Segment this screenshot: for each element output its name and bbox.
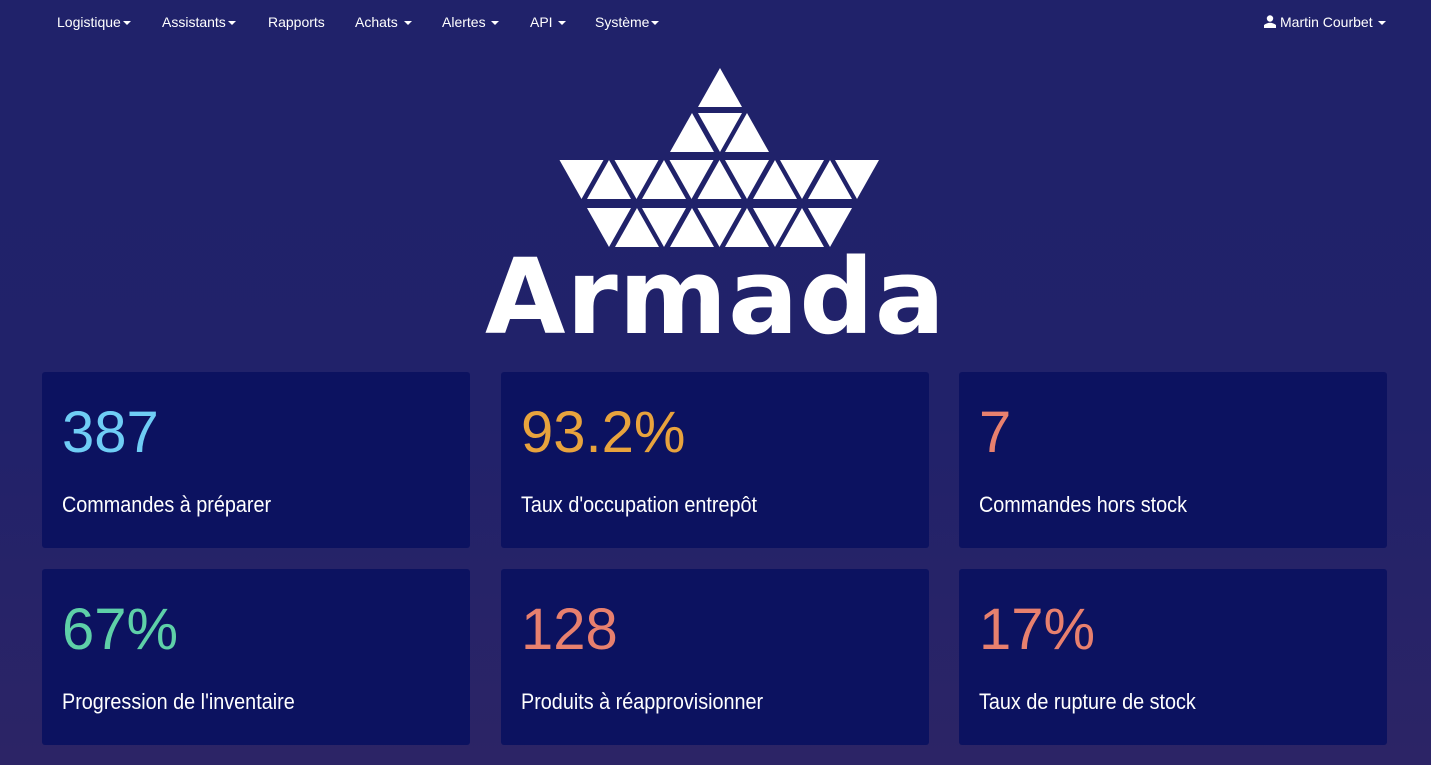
kpi-card-stockout-rate[interactable]: 17% Taux de rupture de stock — [959, 569, 1387, 745]
logo-triangle — [669, 160, 714, 199]
kpi-label: Produits à réapprovisionner — [521, 689, 764, 714]
kpi-value: 67% — [62, 597, 179, 662]
top-navbar: Logistique Assistants Rapports Achats Al… — [0, 0, 1431, 44]
caret-down-icon — [403, 21, 412, 26]
nav-label: Assistants — [162, 14, 226, 30]
logo-triangle — [725, 160, 769, 199]
nav-assistants[interactable]: Assistants — [162, 14, 236, 30]
logo-text: Armada — [485, 236, 946, 358]
logo-triangle — [670, 113, 714, 152]
logo-triangle — [725, 208, 769, 247]
logo-triangle — [698, 68, 742, 107]
logo-triangle — [615, 208, 659, 247]
logo-triangle — [753, 160, 797, 199]
nav-logistique[interactable]: Logistique — [57, 14, 131, 30]
kpi-card-orders-to-prepare[interactable]: 387 Commandes à préparer — [42, 372, 470, 548]
logo-triangle — [697, 208, 742, 247]
logo-triangle — [753, 208, 797, 247]
nav-api[interactable]: API — [530, 14, 567, 30]
armada-logo-icon — [559, 68, 879, 247]
kpi-card-out-of-stock-orders[interactable]: 7 Commandes hors stock — [959, 372, 1387, 548]
nav-achats[interactable]: Achats — [355, 14, 412, 30]
logo-triangle — [642, 208, 686, 247]
logo-triangle — [559, 160, 604, 199]
logo-triangle — [587, 160, 631, 199]
kpi-card-warehouse-occupancy[interactable]: 93.2% Taux d'occupation entrepôt — [501, 372, 929, 548]
kpi-value: 17% — [979, 597, 1096, 662]
logo-triangle — [835, 160, 879, 199]
nav-label: Achats — [355, 14, 398, 30]
logo-triangle — [587, 208, 631, 247]
caret-down-icon — [1378, 21, 1387, 26]
logo-triangle — [780, 160, 824, 199]
kpi-value: 93.2% — [521, 400, 686, 465]
caret-down-icon — [227, 21, 236, 26]
nav-alertes[interactable]: Alertes — [442, 14, 500, 30]
nav-label: Logistique — [57, 14, 121, 30]
user-menu[interactable]: Martin Courbet — [1264, 14, 1387, 30]
kpi-value: 7 — [979, 400, 1012, 465]
nav-rapports[interactable]: Rapports — [268, 14, 325, 30]
logo-triangle — [697, 160, 742, 199]
logo-triangle — [808, 160, 852, 199]
nav-label: Alertes — [442, 14, 486, 30]
nav-systeme[interactable]: Système — [595, 14, 660, 30]
caret-down-icon — [122, 21, 131, 26]
logo-triangle — [780, 208, 824, 247]
nav-label: API — [530, 14, 553, 30]
caret-down-icon — [558, 21, 567, 26]
caret-down-icon — [651, 21, 660, 26]
kpi-value: 387 — [62, 400, 159, 465]
user-name: Martin Courbet — [1280, 14, 1373, 30]
caret-down-icon — [491, 21, 500, 26]
kpi-label: Taux d'occupation entrepôt — [521, 492, 758, 517]
logo-triangle — [642, 160, 686, 199]
kpi-card-inventory-progress[interactable]: 67% Progression de l'inventaire — [42, 569, 470, 745]
logo-triangle — [725, 113, 769, 152]
user-icon — [1264, 15, 1276, 28]
logo-triangle — [698, 113, 742, 152]
kpi-label: Taux de rupture de stock — [979, 689, 1196, 714]
logo-triangle — [808, 208, 852, 247]
kpi-label: Commandes hors stock — [979, 492, 1187, 517]
nav-label: Système — [595, 14, 650, 30]
kpi-label: Commandes à préparer — [62, 492, 272, 517]
kpi-value: 128 — [521, 597, 618, 662]
logo-triangle — [614, 160, 659, 199]
nav-label: Rapports — [268, 14, 325, 30]
kpi-label: Progression de l'inventaire — [62, 689, 295, 714]
kpi-card-products-to-restock[interactable]: 128 Produits à réapprovisionner — [501, 569, 929, 745]
logo-triangle — [670, 208, 714, 247]
